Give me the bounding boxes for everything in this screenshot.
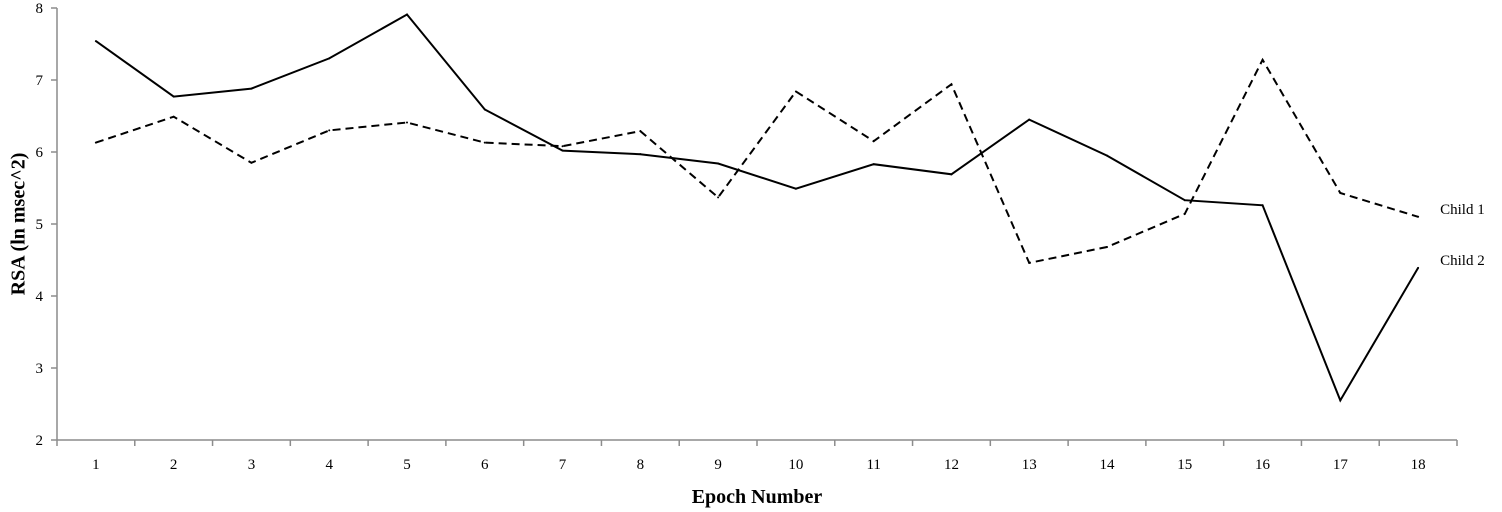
- axes: [56, 8, 1457, 441]
- data-point-child-1: [1417, 215, 1420, 218]
- data-point-child-2: [1261, 204, 1264, 207]
- x-tick-label: 7: [559, 457, 567, 473]
- x-tick-label: 2: [170, 457, 178, 473]
- data-point-child-2: [717, 162, 720, 165]
- data-point-child-2: [1417, 266, 1420, 269]
- data-point-child-1: [717, 196, 720, 199]
- data-point-child-2: [250, 87, 253, 90]
- y-tick-label: 8: [36, 1, 44, 17]
- data-point-child-2: [1183, 199, 1186, 202]
- x-tick-label: 6: [481, 457, 489, 473]
- data-point-child-2: [561, 149, 564, 152]
- x-tick-label: 14: [1100, 457, 1116, 473]
- y-tick-label: 4: [36, 289, 44, 305]
- x-tick-label: 5: [403, 457, 411, 473]
- data-point-child-1: [94, 141, 97, 144]
- data-point-child-1: [1183, 212, 1186, 215]
- data-point-child-2: [794, 187, 797, 190]
- data-point-child-1: [406, 121, 408, 124]
- data-point-child-2: [172, 95, 175, 98]
- data-point-child-2: [1028, 118, 1031, 121]
- x-tick-label: 1: [92, 457, 100, 473]
- data-point-child-1: [872, 140, 875, 143]
- data-point-child-2: [483, 108, 486, 111]
- data-point-child-1: [639, 130, 642, 133]
- x-tick-label: 16: [1255, 457, 1271, 473]
- data-point-child-2: [1106, 154, 1108, 157]
- data-point-child-2: [950, 173, 953, 176]
- data-point-child-1: [1028, 261, 1031, 264]
- data-point-child-1: [950, 83, 953, 86]
- y-tick-label: 3: [36, 361, 44, 377]
- x-tick-label: 10: [788, 457, 803, 473]
- data-point-child-1: [1339, 192, 1342, 195]
- x-tick-label: 8: [637, 457, 645, 473]
- data-point-child-2: [639, 153, 642, 156]
- x-ticks: 1 2 3 4 5 6 7 8 9 10 11 12 13 14 15 16 17 18: [56, 440, 1458, 473]
- data-point-child-1: [561, 145, 564, 148]
- y-tick-label: 5: [36, 217, 44, 233]
- x-tick-label: 15: [1177, 457, 1192, 473]
- x-tick-label: 11: [866, 457, 880, 473]
- data-point-child-1: [172, 115, 175, 118]
- series-labels: Child 1 Child 2: [1440, 202, 1485, 269]
- series-label-child-1: Child 1: [1440, 202, 1485, 218]
- x-tick-label: 12: [944, 457, 959, 473]
- x-tick-label: 9: [714, 457, 722, 473]
- data-point-child-2: [94, 40, 97, 43]
- y-tick-label: 6: [36, 145, 44, 161]
- y-tick-label: 2: [36, 433, 44, 449]
- y-axis-title: RSA (ln msec^2): [8, 153, 30, 296]
- x-tick-label: 3: [248, 457, 256, 473]
- data-point-child-2: [328, 57, 331, 60]
- x-tick-label: 17: [1333, 457, 1349, 473]
- series-line-child-1: [95, 57, 1419, 265]
- x-tick-label: 13: [1022, 457, 1037, 473]
- data-point-child-1: [328, 129, 331, 132]
- data-point-child-1: [1261, 58, 1264, 61]
- x-tick-label: 18: [1411, 457, 1426, 473]
- x-tick-label: 4: [325, 457, 333, 473]
- data-point-child-1: [250, 161, 253, 164]
- data-point-child-1: [1106, 246, 1108, 249]
- data-point-child-2: [406, 13, 408, 16]
- data-point-child-1: [794, 90, 797, 93]
- y-tick-label: 7: [36, 73, 44, 89]
- data-point-child-1: [483, 141, 486, 144]
- series-line-child-2: [95, 13, 1419, 403]
- series-layer: [94, 13, 1420, 403]
- x-axis-title: Epoch Number: [692, 486, 823, 508]
- data-point-child-2: [1339, 399, 1342, 402]
- data-point-child-2: [872, 163, 875, 166]
- y-ticks: 2 3 4 5 6 7 8: [36, 1, 57, 449]
- series-label-child-2: Child 2: [1440, 253, 1485, 269]
